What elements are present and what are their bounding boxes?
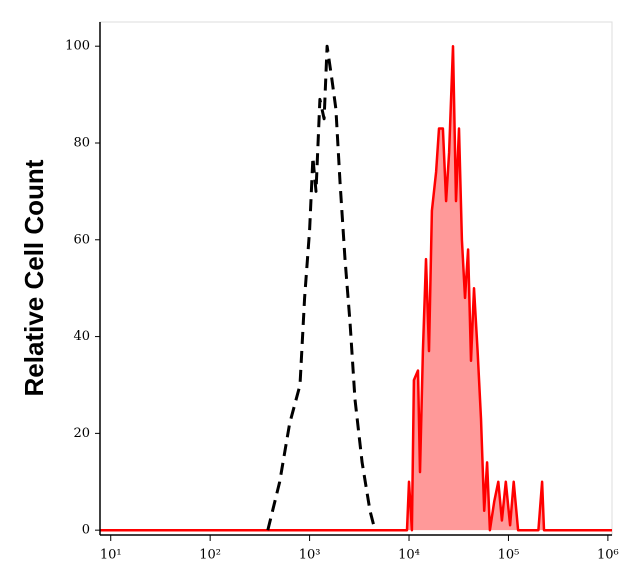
y-tick-label: 20 (73, 426, 90, 441)
y-axis-label: Relative Cell Count (19, 159, 49, 396)
y-tick-label: 40 (73, 329, 90, 344)
y-tick-label: 60 (73, 232, 90, 247)
histogram-line (100, 44, 612, 532)
y-tick-label: 100 (65, 39, 90, 54)
histogram-line (266, 44, 377, 531)
y-tick-label: 80 (73, 135, 90, 150)
y-tick-label: 0 (82, 523, 90, 538)
x-tick-label: 10⁶ (597, 548, 619, 563)
x-tick-label: 10⁴ (398, 548, 420, 563)
plot-frame (99, 21, 613, 536)
x-tick-label: 10¹ (100, 548, 122, 563)
x-tick-label: 10³ (299, 548, 321, 563)
x-tick-label: 10⁵ (498, 548, 520, 563)
histogram-fill (100, 46, 612, 531)
x-tick-label: 10² (199, 548, 221, 563)
